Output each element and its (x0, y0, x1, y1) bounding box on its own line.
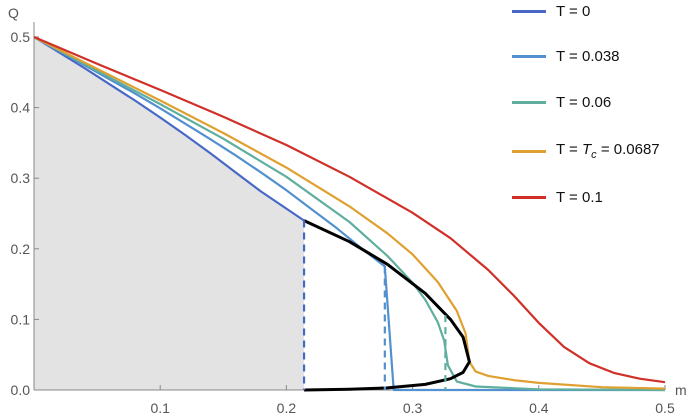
series-line-4 (33, 35, 666, 384)
y-axis-label: Q (8, 5, 19, 21)
legend-swatch (512, 54, 546, 58)
legend-swatch (512, 9, 546, 13)
series-line-1 (33, 36, 665, 392)
series-line-3 (33, 36, 666, 390)
legend-item-t006: T = 0.06 (512, 92, 611, 112)
y-tick-label: 0.0 (11, 382, 31, 398)
legend-label: T = 0.06 (556, 93, 612, 111)
x-tick-label: 0.5 (655, 400, 675, 415)
legend-swatch (512, 100, 546, 104)
tick-layer: 0.1 0.2 0.3 0.4 0.5 0.0 0.1 0.2 0.3 0.4 0.5 (11, 29, 675, 415)
legend-label: T = 0 (556, 2, 591, 20)
legend-label-var: T (582, 141, 592, 158)
y-tick-label: 0.2 (11, 241, 31, 257)
y-tick-label: 0.5 (11, 29, 31, 45)
legend-item-t0038: T = 0.038 (512, 46, 620, 66)
legend-swatch (512, 149, 546, 153)
y-tick-label: 0.1 (11, 311, 31, 327)
x-tick-label: 0.2 (277, 400, 297, 415)
series-line-0 (33, 36, 305, 222)
legend-item-tc: T = Tc = 0.0687 (512, 141, 660, 161)
shaded-region-layer (34, 37, 305, 390)
x-tick-label: 0.4 (529, 400, 549, 415)
legend-label: T = Tc = 0.0687 (556, 141, 660, 161)
series-layer (33, 35, 666, 392)
coexistence-curve (303, 219, 471, 392)
x-tick-label: 0.1 (150, 400, 170, 415)
y-tick-label: 0.4 (11, 100, 31, 116)
x-axis-label: m (675, 382, 687, 398)
legend-label: T = 0.038 (556, 47, 620, 65)
markers-layer (302, 220, 447, 390)
shaded-region (34, 37, 305, 390)
legend-item-t0: T = 0 (512, 1, 590, 21)
legend-label-sub: c (591, 149, 597, 161)
legend-label-prefix: T = (556, 141, 582, 158)
legend-label: T = 0.1 (556, 188, 603, 206)
legend: T = 0 T = 0.038 T = 0.06 T = Tc = 0.0687… (512, 0, 692, 220)
x-tick-label: 0.3 (403, 400, 423, 415)
legend-item-t01: T = 0.1 (512, 187, 603, 207)
legend-swatch (512, 195, 546, 199)
legend-label-suffix: = 0.0687 (596, 141, 660, 158)
series-line-2 (33, 36, 666, 392)
y-tick-label: 0.3 (11, 170, 31, 186)
